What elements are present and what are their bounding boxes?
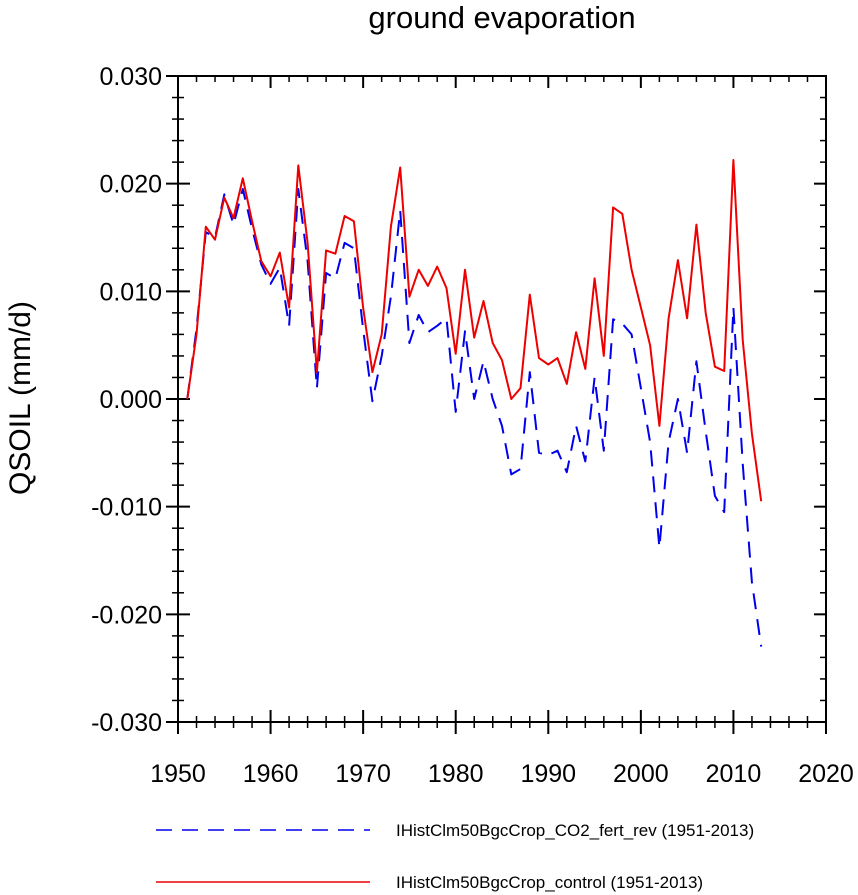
series-line-1 [186,188,763,647]
legend-label-2: IHistClm50BgcCrop_control (1951-2013) [396,873,703,892]
x-tick-label: 2010 [706,760,762,788]
axis-ticks [166,75,827,734]
y-tick-label: -0.020 [91,601,162,629]
x-tick-label: 2020 [798,760,854,788]
x-tick-label: 1970 [335,760,391,788]
series-layer [186,159,763,647]
y-tick-label: 0.000 [99,386,162,414]
y-tick-label: 0.010 [99,278,162,306]
y-tick-label: 0.020 [99,171,162,199]
x-tick-label: 1950 [150,760,206,788]
y-tick-label: 0.030 [99,63,162,91]
x-tick-label: 2000 [613,760,669,788]
x-tick-label: 1980 [428,760,484,788]
plot-frame [177,75,827,723]
legend: IHistClm50BgcCrop_CO2_fert_rev (1951-201… [156,821,754,892]
legend-label-1: IHistClm50BgcCrop_CO2_fert_rev (1951-201… [396,821,754,840]
x-tick-label: 1960 [243,760,299,788]
y-tick-label: -0.030 [91,709,162,737]
series-line-2 [186,159,763,502]
axis-tick-labels: 1950 1960 1970 1980 1990 2000 2010 2020 -0.030 -0… [91,63,854,788]
x-tick-label: 1990 [520,760,576,788]
y-tick-label: -0.010 [91,494,162,522]
chart-title: ground evaporation [368,0,635,35]
y-axis-label: QSOIL (mm/d) [4,301,37,495]
